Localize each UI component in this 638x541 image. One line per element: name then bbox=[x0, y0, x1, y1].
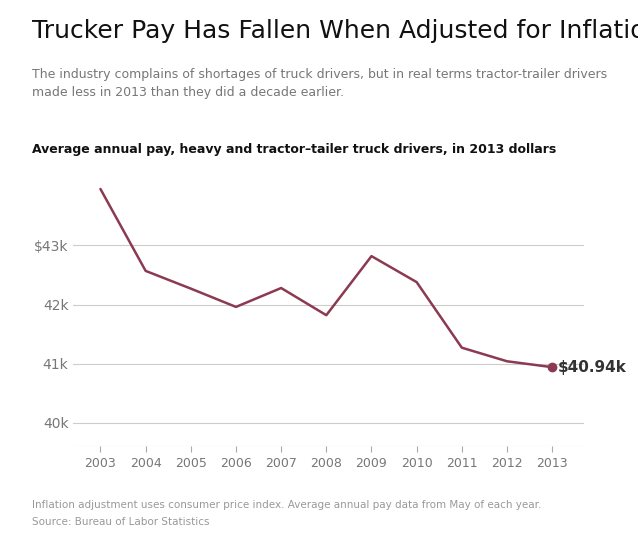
Text: $40.94k: $40.94k bbox=[558, 360, 627, 375]
Text: Inflation adjustment uses consumer price index. Average annual pay data from May: Inflation adjustment uses consumer price… bbox=[32, 500, 541, 510]
Text: Trucker Pay Has Fallen When Adjusted for Inflation: Trucker Pay Has Fallen When Adjusted for… bbox=[32, 19, 638, 43]
Text: Source: Bureau of Labor Statistics: Source: Bureau of Labor Statistics bbox=[32, 517, 209, 526]
Text: The industry complains of shortages of truck drivers, but in real terms tractor-: The industry complains of shortages of t… bbox=[32, 68, 607, 98]
Text: Average annual pay, heavy and tractor–tailer truck drivers, in 2013 dollars: Average annual pay, heavy and tractor–ta… bbox=[32, 143, 556, 156]
